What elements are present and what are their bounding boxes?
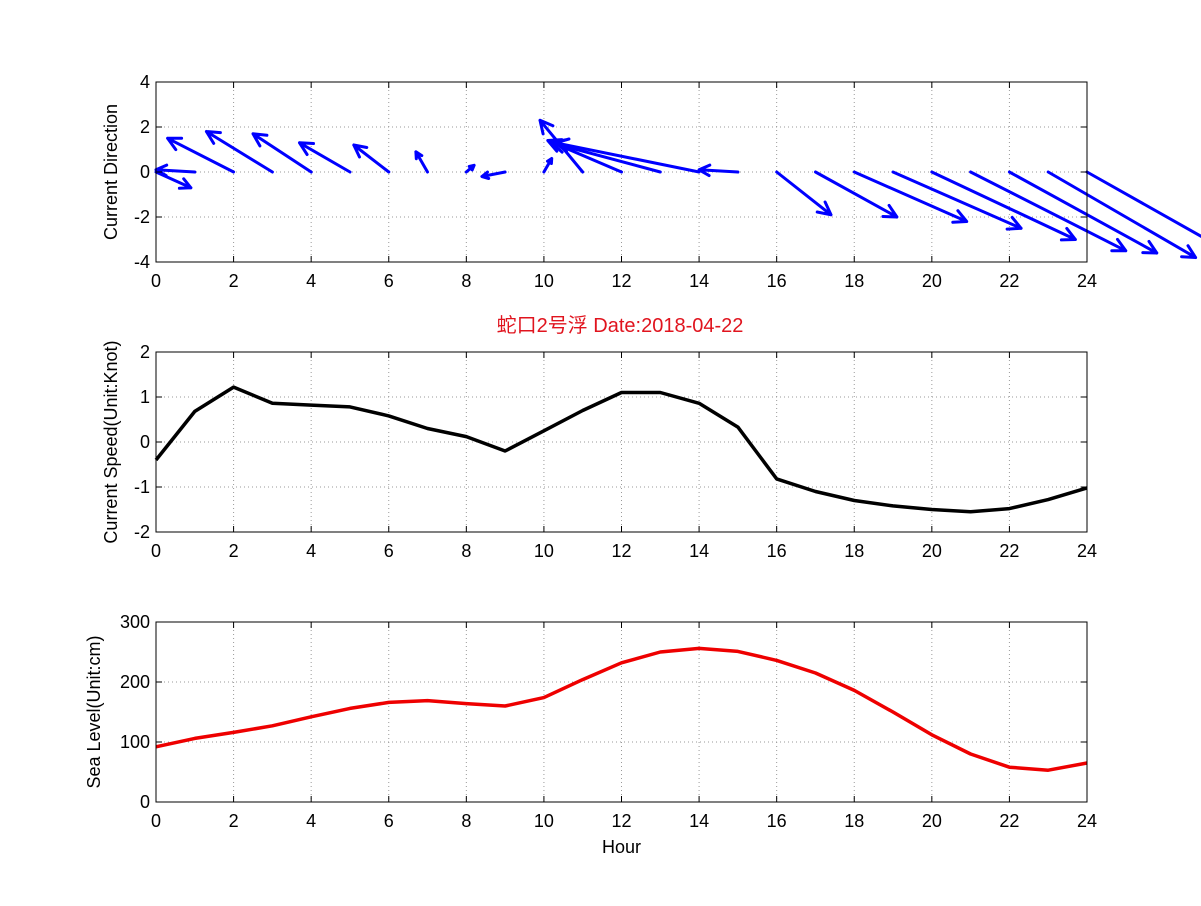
y-tick-label: 2 [140, 342, 150, 362]
y-tick-label: 1 [140, 387, 150, 407]
direction-arrow [352, 143, 391, 174]
x-tick-label: 22 [999, 271, 1019, 291]
x-tick-label: 0 [151, 811, 161, 831]
x-tick-label: 6 [384, 811, 394, 831]
x-tick-label: 20 [922, 541, 942, 561]
x-tick-label: 14 [689, 811, 709, 831]
x-tick-label: 6 [384, 271, 394, 291]
y-tick-label: 0 [140, 162, 150, 182]
current-speed-ylabel: Current Speed(Unit:Knot) [101, 340, 121, 543]
y-tick-label: -2 [134, 207, 150, 227]
y-tick-label: -4 [134, 252, 150, 272]
sea-level-line [155, 646, 1088, 772]
x-tick-label: 16 [767, 541, 787, 561]
sea-level-xlabel: Hour [602, 837, 641, 857]
x-tick-label: 6 [384, 541, 394, 561]
direction-arrow [204, 130, 274, 174]
direction-arrow [852, 170, 969, 224]
x-tick-label: 24 [1077, 541, 1097, 561]
direction-arrow [414, 150, 429, 174]
y-tick-label: -2 [134, 522, 150, 542]
figure-title: 蛇口2号浮 Date:2018-04-22 [497, 314, 744, 337]
y-tick-label: 4 [140, 72, 150, 92]
direction-arrow [930, 170, 1077, 242]
x-tick-label: 18 [844, 811, 864, 831]
x-tick-label: 8 [461, 271, 471, 291]
current-speed-line [154, 385, 1088, 514]
x-tick-label: 10 [534, 271, 554, 291]
x-tick-label: 14 [689, 271, 709, 291]
x-tick-label: 22 [999, 541, 1019, 561]
direction-arrow [298, 141, 352, 174]
x-tick-label: 8 [461, 541, 471, 561]
x-tick-label: 12 [611, 271, 631, 291]
direction-arrow [775, 170, 833, 217]
x-tick-label: 24 [1077, 271, 1097, 291]
x-tick-label: 0 [151, 271, 161, 291]
x-tick-label: 16 [767, 271, 787, 291]
sea-level-plot-area [156, 622, 1087, 802]
y-tick-label: 100 [120, 732, 150, 752]
x-tick-label: 10 [534, 541, 554, 561]
direction-arrow [814, 170, 899, 219]
direction-arrow [1046, 170, 1198, 259]
x-tick-label: 2 [229, 271, 239, 291]
x-tick-label: 12 [611, 541, 631, 561]
y-tick-label: 300 [120, 612, 150, 632]
x-tick-label: 4 [306, 541, 316, 561]
x-tick-label: 4 [306, 811, 316, 831]
sea-level-ylabel: Sea Level(Unit:cm) [84, 635, 104, 788]
x-tick-label: 18 [844, 271, 864, 291]
direction-arrow [251, 132, 313, 174]
x-tick-label: 20 [922, 271, 942, 291]
x-tick-label: 14 [689, 541, 709, 561]
y-tick-label: 200 [120, 672, 150, 692]
direction-arrow [542, 157, 554, 174]
y-tick-label: 0 [140, 432, 150, 452]
x-tick-label: 12 [611, 811, 631, 831]
direction-arrow [697, 163, 740, 178]
x-tick-label: 4 [306, 271, 316, 291]
x-tick-label: 2 [229, 541, 239, 561]
direction-arrow [1007, 170, 1159, 255]
y-tick-label: 0 [140, 792, 150, 812]
x-tick-label: 24 [1077, 811, 1097, 831]
y-tick-label: -1 [134, 477, 150, 497]
y-tick-label: 2 [140, 117, 150, 137]
x-tick-label: 22 [999, 811, 1019, 831]
x-tick-label: 8 [461, 811, 471, 831]
current-direction-ylabel: Current Direction [101, 104, 121, 240]
direction-arrow [891, 170, 1023, 231]
x-tick-label: 18 [844, 541, 864, 561]
x-tick-label: 20 [922, 811, 942, 831]
x-tick-label: 10 [534, 811, 554, 831]
direction-arrow [554, 137, 701, 174]
direction-arrow [464, 163, 476, 174]
direction-arrow [969, 170, 1128, 253]
direction-arrow [1085, 170, 1201, 238]
x-tick-label: 2 [229, 811, 239, 831]
direction-arrow [166, 136, 236, 174]
x-tick-label: 0 [151, 541, 161, 561]
direction-arrow [480, 170, 507, 180]
x-tick-label: 16 [767, 811, 787, 831]
current-speed-plot-area [156, 352, 1087, 532]
